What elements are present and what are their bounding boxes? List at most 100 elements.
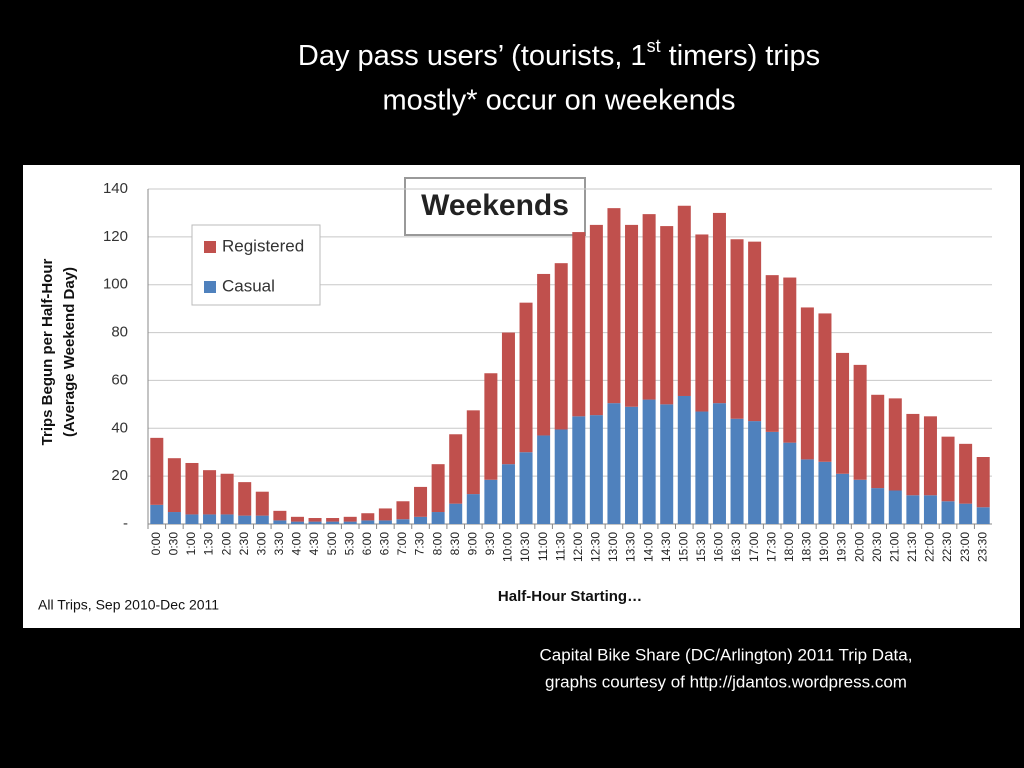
caption: graphs courtesy of http://jdantos.wordpr… (545, 672, 907, 691)
bar-segment (343, 521, 357, 524)
bar-segment (396, 519, 410, 524)
bar-segment (501, 332, 515, 465)
x-tick-label: 14:00 (641, 532, 655, 562)
slide-title: Day pass users’ (tourists, 1st timers) t… (298, 36, 820, 72)
bar-segment (607, 403, 621, 524)
bar-segment (396, 501, 410, 520)
x-tick-label: 19:00 (817, 532, 831, 562)
x-tick-label: 11:00 (536, 532, 550, 561)
bar-segment (748, 421, 762, 524)
y-tick-label: 60 (111, 371, 128, 388)
x-tick-label: 21:30 (905, 532, 919, 562)
bar-segment (783, 442, 797, 524)
bar-segment (712, 212, 726, 404)
y-axis-label: (Average Weekend Day) (61, 267, 78, 437)
title-superscript: st (647, 36, 661, 56)
x-tick-label: 2:00 (219, 532, 233, 556)
x-tick-label: 8:00 (430, 532, 444, 556)
bar-segment (888, 398, 902, 491)
x-tick-label: 18:30 (800, 532, 814, 562)
bar-segment (660, 404, 674, 524)
x-tick-label: 13:30 (624, 532, 638, 562)
x-tick-label: 18:00 (782, 532, 796, 562)
bar-segment (449, 503, 463, 524)
bar-segment (238, 515, 252, 524)
bar-segment (150, 437, 164, 505)
bar-segment (519, 302, 533, 453)
bar-segment (589, 415, 603, 524)
x-tick-label: 17:30 (764, 532, 778, 562)
bar-segment (431, 464, 445, 513)
x-tick-label: 5:30 (342, 532, 356, 556)
bar-segment (466, 410, 480, 495)
bar-segment (765, 431, 779, 524)
x-tick-label: 7:00 (395, 532, 409, 556)
bar-segment (150, 504, 164, 524)
bar-segment (290, 521, 304, 524)
bar-segment (361, 513, 375, 521)
bar-segment (800, 307, 814, 460)
x-tick-label: 4:00 (290, 532, 304, 556)
bar-segment (625, 406, 639, 524)
y-tick-label: 100 (103, 276, 128, 293)
bar-segment (976, 507, 990, 524)
bar-segment (853, 479, 867, 524)
bar-segment (871, 488, 885, 524)
y-tick-label: 20 (111, 467, 128, 484)
bar-segment (906, 495, 920, 524)
bar-segment (273, 520, 287, 524)
bar-segment (941, 436, 955, 502)
x-tick-label: 15:30 (694, 532, 708, 562)
y-axis-label: Trips Begun per Half-Hour (39, 259, 56, 446)
x-tick-label: 9:00 (465, 532, 479, 556)
x-tick-label: 11:30 (553, 532, 567, 561)
bar-segment (730, 239, 744, 419)
bar-segment (185, 514, 199, 524)
x-tick-label: 12:30 (589, 532, 603, 562)
x-tick-label: 0:30 (167, 532, 181, 556)
bar-segment (378, 520, 392, 524)
x-tick-label: 16:00 (712, 532, 726, 562)
bar-segment (871, 394, 885, 489)
bar-segment (203, 514, 217, 524)
bar-segment (836, 352, 850, 474)
bar-segment (361, 520, 375, 524)
bar-segment (677, 395, 691, 524)
x-tick-label: 10:00 (501, 532, 515, 562)
bar-segment (220, 473, 234, 515)
x-tick-label: 22:30 (940, 532, 954, 562)
bar-segment (625, 224, 639, 407)
x-tick-label: 16:30 (729, 532, 743, 562)
chart-title: Weekends (421, 189, 569, 222)
bar-segment (449, 434, 463, 504)
bar-segment (484, 479, 498, 524)
legend-label: Registered (222, 236, 304, 255)
x-tick-label: 23:00 (958, 532, 972, 562)
bar-segment (941, 501, 955, 524)
bar-segment (255, 491, 269, 516)
bar-segment (203, 470, 217, 515)
x-tick-label: 4:30 (307, 532, 321, 556)
slide-title: mostly* occur on weekends (383, 85, 736, 117)
x-tick-label: 13:00 (606, 532, 620, 562)
bar-segment (695, 411, 709, 524)
bar-segment (818, 461, 832, 524)
bar-segment (748, 241, 762, 422)
x-tick-label: 12:00 (571, 532, 585, 562)
x-tick-label: 19:30 (835, 532, 849, 562)
bar-segment (660, 226, 674, 405)
bar-segment (308, 518, 322, 522)
x-tick-label: 17:00 (747, 532, 761, 562)
bar-segment (343, 516, 357, 522)
x-tick-label: 3:00 (254, 532, 268, 556)
title-text: timers) trips (661, 40, 821, 72)
legend-swatch (204, 241, 216, 253)
caption: Capital Bike Share (DC/Arlington) 2011 T… (540, 645, 913, 664)
x-tick-label: 21:00 (887, 532, 901, 562)
x-tick-label: 7:30 (413, 532, 427, 556)
bar-segment (537, 435, 551, 524)
bar-segment (378, 508, 392, 521)
x-axis-label: Half-Hour Starting… (498, 588, 642, 605)
bar-segment (959, 443, 973, 504)
